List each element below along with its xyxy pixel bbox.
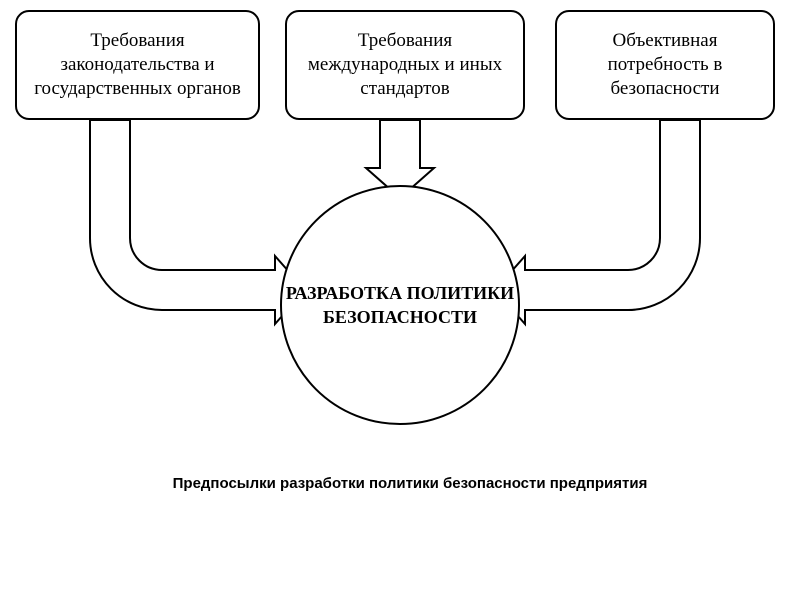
source-box-legislation: Требования законодательства и государств… <box>15 10 260 120</box>
source-box-need: Объективная потребность в безопасности <box>555 10 775 120</box>
arrow-right <box>495 120 700 324</box>
arrow-left <box>90 120 305 324</box>
target-circle-policy-development: РАЗРАБОТКА ПОЛИТИКИ БЕЗОПАСНОСТИ <box>280 185 520 425</box>
diagram-caption: Предпосылки разработки политики безопасн… <box>160 475 660 492</box>
diagram-canvas: Требования законодательства и государств… <box>0 0 800 600</box>
source-box-standards: Требования международных и иных стандарт… <box>285 10 525 120</box>
